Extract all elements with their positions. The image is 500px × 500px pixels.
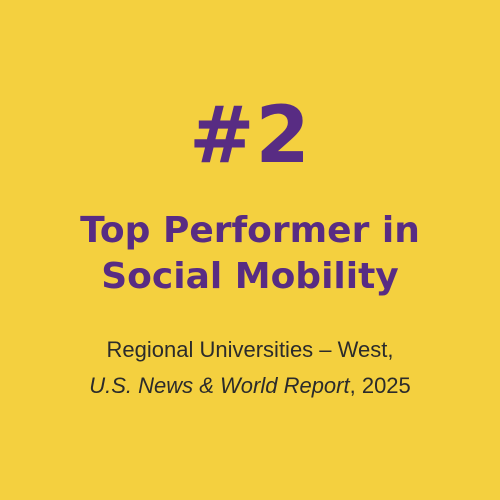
award-title: Top Performer in Social Mobility — [0, 208, 500, 300]
publication-name: U.S. News & World Report — [89, 373, 350, 398]
ranking-category: Regional Universities – West, — [106, 337, 394, 362]
rank-number: #2 — [189, 91, 311, 181]
award-title-line-2: Social Mobility — [101, 256, 399, 297]
award-title-line-1: Top Performer in — [80, 210, 420, 251]
ranking-citation: Regional Universities – West, U.S. News … — [0, 332, 500, 404]
ranking-source-line: U.S. News & World Report, 2025 — [0, 368, 500, 404]
ranking-year: , 2025 — [349, 373, 411, 398]
